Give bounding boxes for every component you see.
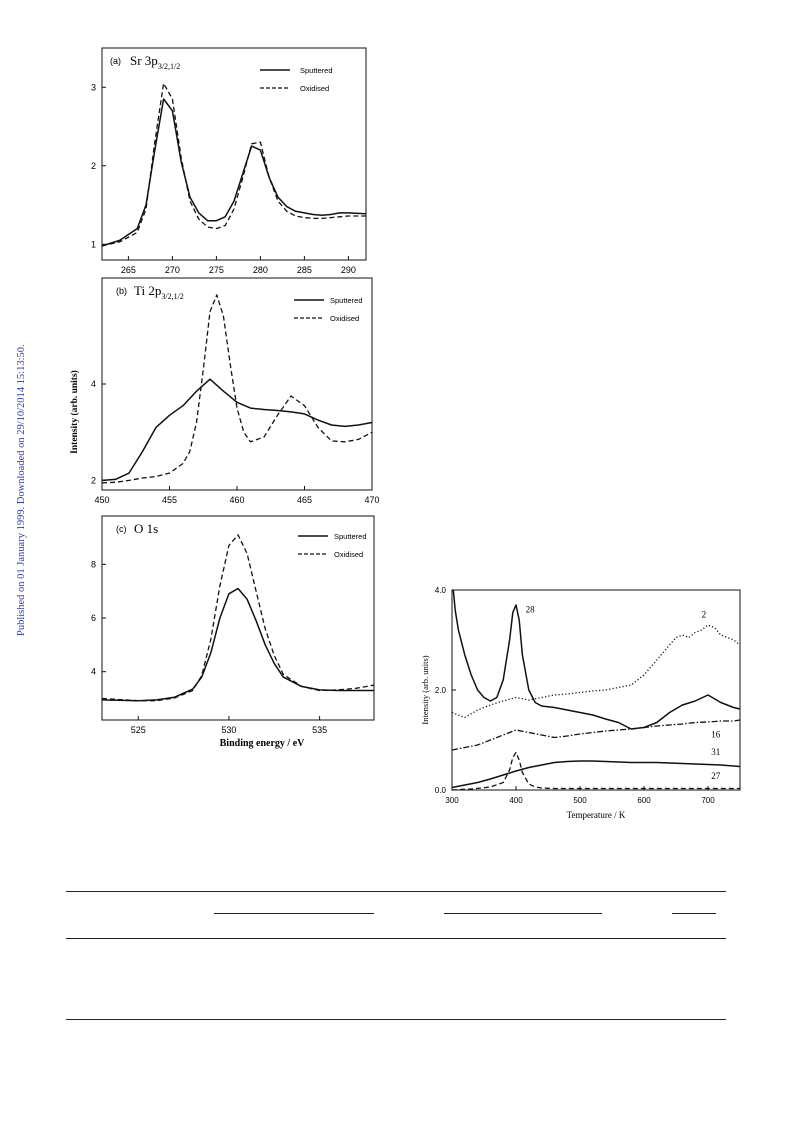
panel-c-title-main: O 1s xyxy=(134,521,158,536)
panel-b-title-sub: 3/2,1/2 xyxy=(161,292,183,301)
table-top-rule xyxy=(66,891,726,892)
series-oxidised-line xyxy=(101,82,366,247)
x-tick-label: 700 xyxy=(701,796,715,805)
publication-side-note: Published on 01 January 1999. Downloaded… xyxy=(4,340,27,640)
legend-sputtered-label: Sputtered xyxy=(334,532,367,541)
x-tick-label: 400 xyxy=(509,796,523,805)
y-tick-label: 3 xyxy=(91,82,96,92)
x-tick-label: 455 xyxy=(162,495,177,505)
panel-a-legend: Sputtered Oxidised xyxy=(260,66,333,93)
x-tick-label: 265 xyxy=(121,265,136,275)
tpd-plot: 300 400 500 600 700 0.0 2.0 4.0 28 2 16 31 27 xyxy=(435,586,741,805)
panel-a-title-main: Sr 3p xyxy=(130,53,158,68)
panel-a-title: Sr 3p3/2,1/2 xyxy=(130,53,180,71)
x-tick-label: 275 xyxy=(209,265,224,275)
x-tick-label: 270 xyxy=(165,265,180,275)
panel-b-title-main: Ti 2p xyxy=(134,283,161,298)
curve-label-16: 16 xyxy=(711,730,721,740)
tpd-ylabel: Intensity (arb. units) xyxy=(420,655,430,724)
x-tick-label: 285 xyxy=(297,265,312,275)
series-sputtered-line xyxy=(101,98,367,247)
series-sputtered-line xyxy=(101,587,374,702)
panel-c-o1s: (c) O 1s Sputtered Oxidised 525 530 535 4 6 8 xyxy=(91,515,375,735)
y-tick-label: 2.0 xyxy=(435,686,447,695)
x-tick-label: 525 xyxy=(131,725,146,735)
series-2-line xyxy=(451,624,741,719)
y-tick-label: 1 xyxy=(91,239,96,249)
y-tick-label: 8 xyxy=(91,559,96,569)
panel-b-legend: Sputtered Oxidised xyxy=(294,296,363,323)
x-tick-label: 460 xyxy=(229,495,244,505)
x-tick-label: 530 xyxy=(221,725,236,735)
y-tick-label: 4 xyxy=(91,379,96,389)
panel-c-title: O 1s xyxy=(134,521,158,536)
y-tick-label: 6 xyxy=(91,613,96,623)
x-tick-label: 300 xyxy=(445,796,459,805)
curve-label-28: 28 xyxy=(526,605,536,615)
panel-b-frame xyxy=(101,277,373,491)
series-31-line xyxy=(451,760,741,789)
panel-b-ti2p: (b) Ti 2p3/2,1/2 Sputtered Oxidised 450 4… xyxy=(91,277,380,505)
x-tick-label: 600 xyxy=(637,796,651,805)
x-tick-label: 280 xyxy=(253,265,268,275)
panel-b-title: Ti 2p3/2,1/2 xyxy=(134,283,184,301)
panel-a-frame xyxy=(101,47,367,261)
xps-figure: (a) Sr 3p3/2,1/2 Sputtered Oxidised 265 2… xyxy=(69,47,380,749)
y-tick-label: 4 xyxy=(91,667,96,677)
x-tick-label: 500 xyxy=(573,796,587,805)
panel-c-legend: Sputtered Oxidised xyxy=(298,532,367,559)
y-tick-label: 4.0 xyxy=(435,586,447,595)
tpd-frame xyxy=(451,589,741,791)
series-28-line xyxy=(452,589,741,730)
y-tick-label: 2 xyxy=(91,161,96,171)
legend-oxidised-label: Oxidised xyxy=(300,84,329,93)
table-group-rule-3 xyxy=(672,913,716,914)
series-oxidised-line xyxy=(101,534,375,702)
panel-b-label: (b) xyxy=(116,286,127,296)
legend-sputtered-label: Sputtered xyxy=(330,296,363,305)
side-note-text: Published on 01 January 1999. Downloaded… xyxy=(16,344,27,636)
x-tick-label: 465 xyxy=(297,495,312,505)
series-27-line xyxy=(451,751,740,791)
panel-a-sr3p: (a) Sr 3p3/2,1/2 Sputtered Oxidised 265 2… xyxy=(91,47,367,275)
panel-a-title-sub: 3/2,1/2 xyxy=(158,62,180,71)
tpd-xlabel: Temperature / K xyxy=(567,810,626,820)
tpd-figure: 300 400 500 600 700 0.0 2.0 4.0 28 2 16 31 27 Inten… xyxy=(420,586,741,820)
y-tick-label: 2 xyxy=(91,475,96,485)
legend-oxidised-label: Oxidised xyxy=(334,550,363,559)
curve-label-2: 2 xyxy=(702,610,707,620)
left-figure-xlabel: Binding energy / eV xyxy=(220,738,306,749)
x-tick-label: 470 xyxy=(364,495,379,505)
table-header-rule xyxy=(66,938,726,939)
curve-label-27: 27 xyxy=(711,771,721,781)
legend-sputtered-label: Sputtered xyxy=(300,66,333,75)
x-tick-label: 290 xyxy=(341,265,356,275)
panel-a-label: (a) xyxy=(110,56,121,66)
curve-label-31: 31 xyxy=(711,747,720,757)
series-sputtered-line xyxy=(101,378,373,482)
table-group-rule-1 xyxy=(214,913,374,914)
left-figure-ylabel: Intensity (arb. units) xyxy=(69,370,80,454)
x-tick-label: 535 xyxy=(312,725,327,735)
series-16-line xyxy=(451,719,741,751)
panel-c-label: (c) xyxy=(116,524,127,534)
table-group-rule-2 xyxy=(444,913,602,914)
table-bottom-rule xyxy=(66,1019,726,1020)
legend-oxidised-label: Oxidised xyxy=(330,314,359,323)
y-tick-label: 0.0 xyxy=(435,786,447,795)
series-oxidised-line xyxy=(101,294,373,484)
x-tick-label: 450 xyxy=(94,495,109,505)
